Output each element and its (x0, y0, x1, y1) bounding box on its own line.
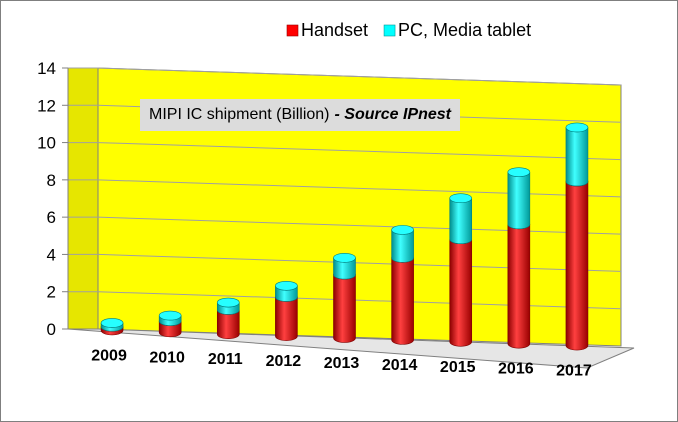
y-tick-label-2: 4 (47, 245, 56, 264)
legend-item-1: PC, Media tablet (383, 20, 531, 40)
legend-swatch-1 (383, 24, 396, 37)
x-tick-label-2013: 2013 (324, 355, 360, 372)
bar-handset-2016 (507, 219, 531, 349)
bar-pc-media-tablet-2015 (449, 193, 473, 244)
bar-handset-2017 (565, 176, 589, 351)
y-tick-label-0: 0 (47, 320, 56, 339)
chart-title-text: MIPI IC shipment (Billion) (149, 106, 330, 123)
gridline-5 (97, 142, 622, 161)
bar-pc-media-tablet-2017 (565, 122, 589, 187)
gridlines (68, 67, 622, 310)
legend-swatch-0 (286, 24, 299, 37)
y-axis: 0 2 4 6 8 10 12 14 (37, 59, 69, 339)
gridline-4 (97, 179, 622, 198)
legend: Handset PC, Media tablet (286, 20, 531, 40)
gridline-2 (97, 253, 622, 272)
y-tick-label-7: 14 (37, 59, 56, 78)
x-tick-label-2015: 2015 (440, 359, 476, 376)
chart-title: MIPI IC shipment (Billion) - Source IPne… (140, 99, 460, 131)
bar-pc-media-tablet-2012 (275, 280, 298, 302)
legend-label-0: Handset (301, 20, 368, 40)
side-wall (67, 67, 99, 330)
y-tick-label-1: 2 (47, 283, 56, 302)
gridline-7 (97, 67, 622, 86)
bar-pc-media-tablet-2009 (100, 318, 124, 332)
bar-pc-media-tablet-2010 (158, 310, 182, 326)
y-tick-label-6: 12 (37, 96, 56, 115)
chart-title-source: - Source IPnest (334, 106, 451, 123)
x-tick-label-2014: 2014 (382, 357, 418, 374)
y-tick-label-3: 6 (47, 208, 56, 227)
x-tick-label-2017: 2017 (556, 363, 592, 380)
bar-pc-media-tablet-2013 (333, 253, 356, 280)
chart-walls (67, 67, 635, 369)
x-axis: 2009 2010 2011 2012 2013 2014 2015 2016 2017 (91, 347, 592, 379)
x-tick-label-2011: 2011 (208, 351, 243, 368)
bar-pc-media-tablet-2014 (391, 225, 414, 263)
x-tick-label-2009: 2009 (91, 347, 127, 364)
legend-item-0: Handset (286, 20, 368, 40)
y-tick-label-5: 10 (37, 134, 56, 153)
gridline-3 (97, 216, 622, 235)
floor (67, 328, 635, 369)
bar-handset-2014 (391, 253, 414, 345)
y-tick-label-4: 8 (47, 171, 56, 190)
x-tick-label-2010: 2010 (149, 349, 185, 366)
x-tick-label-2012: 2012 (266, 353, 302, 370)
gridline-1 (97, 291, 622, 310)
bar-handset-2015 (449, 234, 473, 347)
bar-pc-media-tablet-2016 (507, 167, 531, 230)
bars (100, 122, 589, 351)
legend-label-1: PC, Media tablet (398, 20, 531, 40)
x-tick-label-2016: 2016 (498, 361, 534, 378)
bar-pc-media-tablet-2011 (216, 297, 240, 315)
bar-handset-2013 (333, 269, 356, 343)
